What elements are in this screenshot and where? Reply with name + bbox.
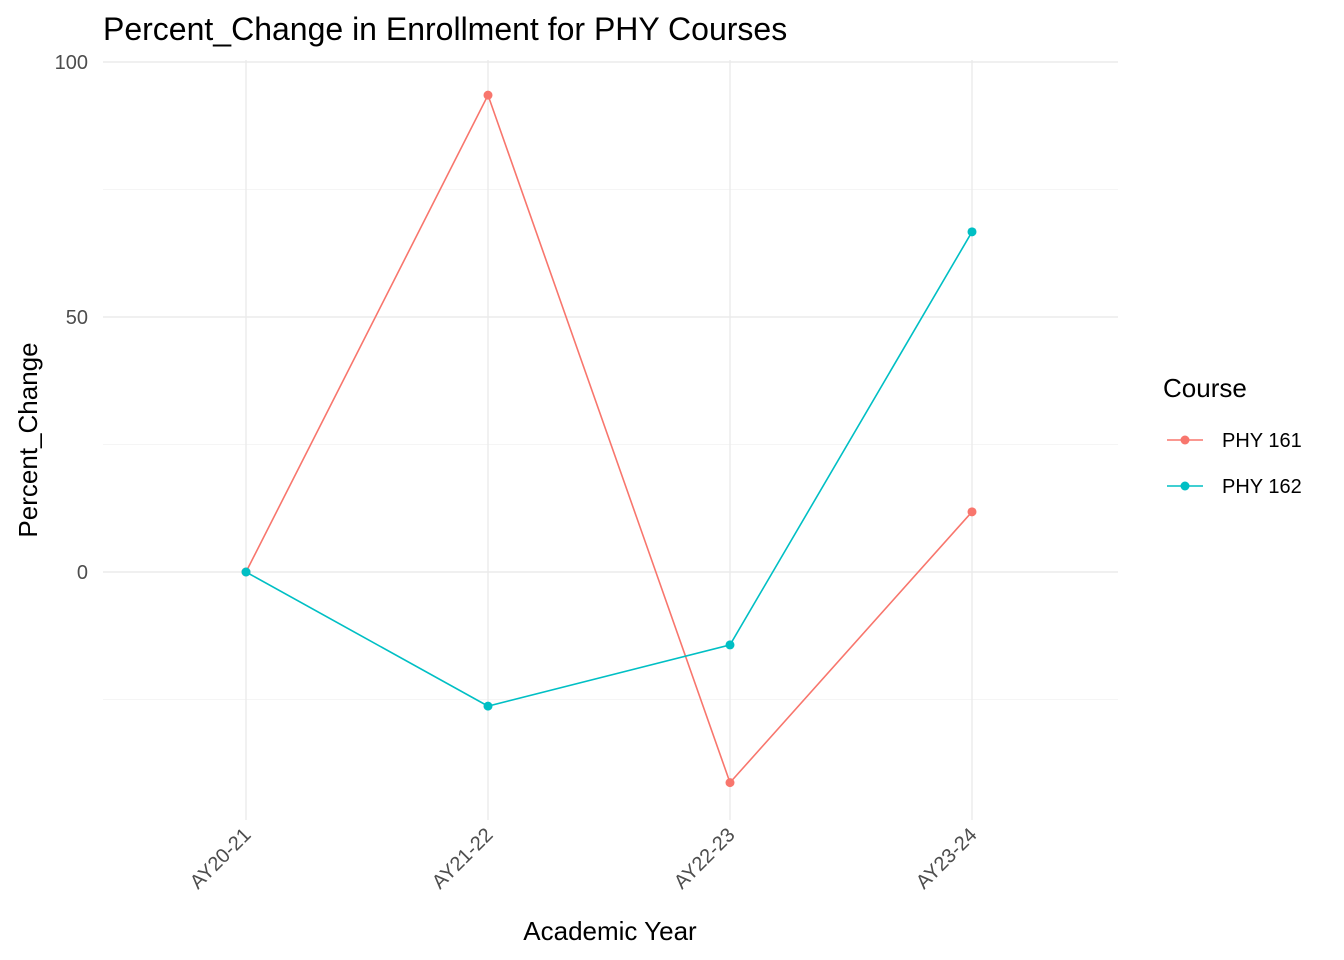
x-axis-ticks: AY20-21 AY21-22 AY22-23 AY23-24: [186, 824, 982, 894]
y-tick-label: 50: [66, 307, 88, 329]
legend-title: Course: [1163, 373, 1247, 403]
chart-title: Percent_Change in Enrollment for PHY Cou…: [103, 11, 787, 47]
grid: [103, 60, 1118, 820]
legend-key-point: [1180, 481, 1190, 491]
x-axis-title: Academic Year: [523, 916, 697, 946]
series-line: [245, 93, 973, 785]
y-tick-label: 100: [55, 52, 88, 74]
data-point: [967, 507, 977, 517]
legend-label: PHY 161: [1222, 430, 1302, 452]
data-point: [725, 778, 735, 788]
data-point: [967, 227, 977, 237]
x-tick-label: AY21-22: [428, 824, 498, 894]
x-tick-label: AY20-21: [186, 824, 256, 894]
y-axis-title: Percent_Change: [13, 342, 43, 537]
legend: Course PHY 161 PHY 162: [1163, 373, 1302, 498]
x-tick-label: AY22-23: [670, 824, 740, 894]
data-point: [483, 701, 493, 711]
data-point: [483, 90, 493, 100]
data-point: [241, 567, 251, 577]
series-line: [245, 231, 973, 707]
series-layer: [241, 90, 977, 788]
legend-label: PHY 162: [1222, 476, 1302, 498]
legend-key-point: [1180, 435, 1190, 445]
y-axis-ticks: 0 50 100: [55, 52, 88, 584]
y-tick-label: 0: [77, 562, 88, 584]
x-tick-label: AY23-24: [912, 824, 982, 894]
data-point: [725, 640, 735, 650]
